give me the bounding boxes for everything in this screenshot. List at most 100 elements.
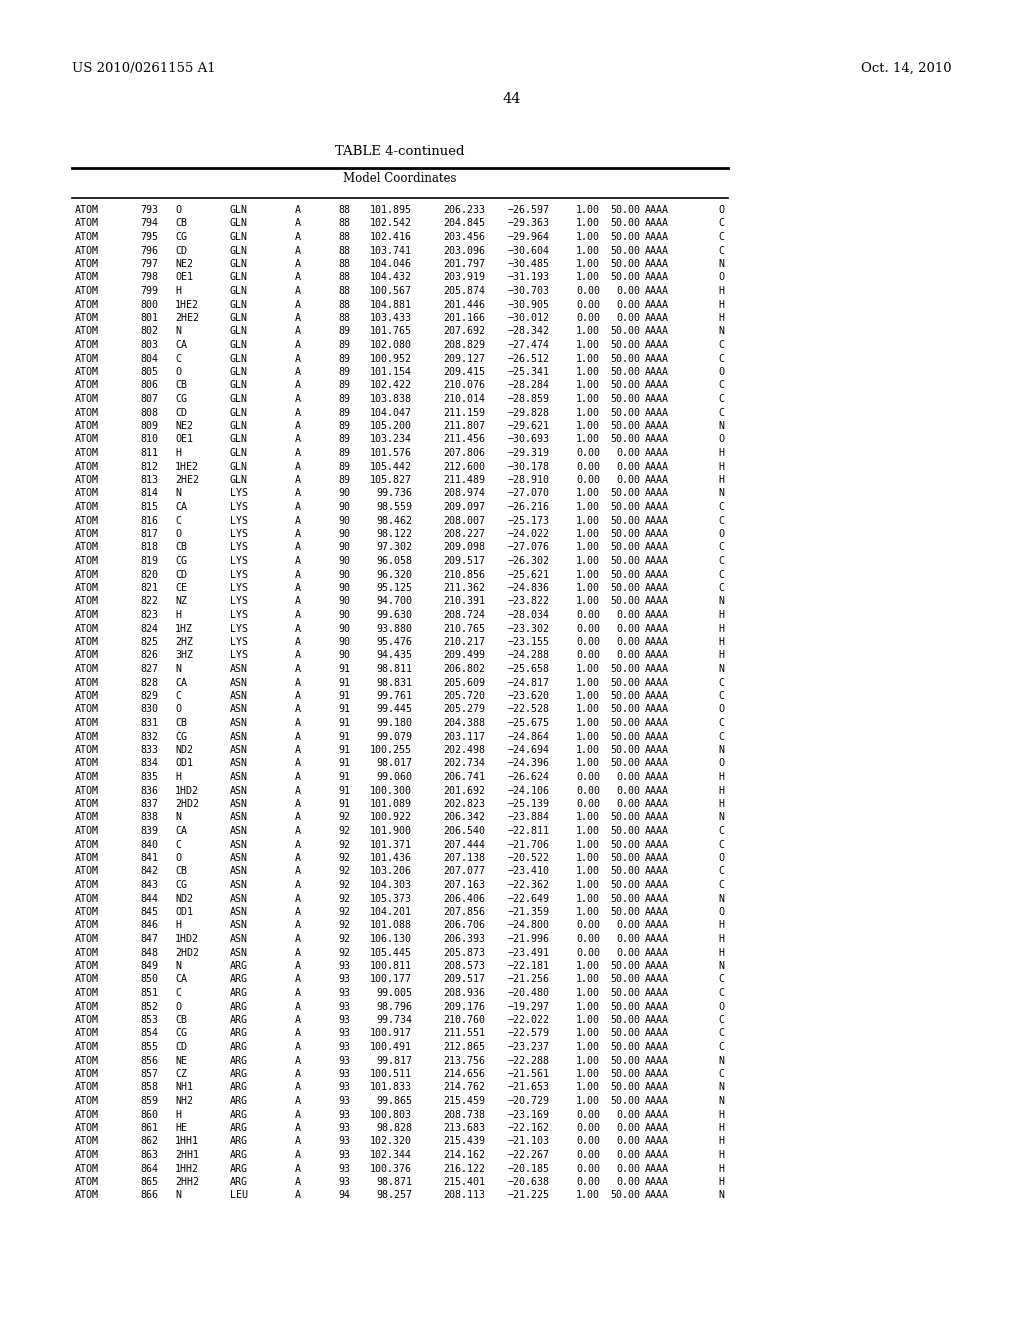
Text: −29.828: −29.828: [508, 408, 550, 417]
Text: 98.257: 98.257: [376, 1191, 412, 1200]
Text: ATOM: ATOM: [75, 1150, 99, 1160]
Text: −24.800: −24.800: [508, 920, 550, 931]
Text: 1.00: 1.00: [575, 1082, 600, 1093]
Text: 50.00: 50.00: [610, 1191, 640, 1200]
Text: −26.624: −26.624: [508, 772, 550, 781]
Text: A: A: [295, 246, 301, 256]
Text: AAAA: AAAA: [645, 272, 669, 282]
Text: AAAA: AAAA: [645, 677, 669, 688]
Text: 822: 822: [140, 597, 158, 606]
Text: 102.080: 102.080: [370, 341, 412, 350]
Text: 205.873: 205.873: [443, 948, 485, 957]
Text: 1.00: 1.00: [575, 259, 600, 269]
Text: 844: 844: [140, 894, 158, 903]
Text: A: A: [295, 1123, 301, 1133]
Text: ASN: ASN: [230, 785, 248, 796]
Text: 0.00: 0.00: [616, 610, 640, 620]
Text: ARG: ARG: [230, 987, 248, 998]
Text: 809: 809: [140, 421, 158, 432]
Text: 206.802: 206.802: [443, 664, 485, 675]
Text: −31.193: −31.193: [508, 272, 550, 282]
Text: 849: 849: [140, 961, 158, 972]
Text: 1.00: 1.00: [575, 569, 600, 579]
Text: 99.817: 99.817: [376, 1056, 412, 1065]
Text: ATOM: ATOM: [75, 1096, 99, 1106]
Text: 205.720: 205.720: [443, 690, 485, 701]
Text: N: N: [718, 961, 724, 972]
Text: ATOM: ATOM: [75, 1028, 99, 1039]
Text: 98.811: 98.811: [376, 664, 412, 675]
Text: 827: 827: [140, 664, 158, 675]
Text: AAAA: AAAA: [645, 974, 669, 985]
Text: 853: 853: [140, 1015, 158, 1026]
Text: ARG: ARG: [230, 1041, 248, 1052]
Text: 99.736: 99.736: [376, 488, 412, 499]
Text: 1.00: 1.00: [575, 502, 600, 512]
Text: GLN: GLN: [230, 341, 248, 350]
Text: A: A: [295, 1028, 301, 1039]
Text: 0.00: 0.00: [616, 1123, 640, 1133]
Text: N: N: [175, 326, 181, 337]
Text: A: A: [295, 569, 301, 579]
Text: 90: 90: [338, 569, 350, 579]
Text: 209.499: 209.499: [443, 651, 485, 660]
Text: A: A: [295, 300, 301, 309]
Text: 829: 829: [140, 690, 158, 701]
Text: −26.302: −26.302: [508, 556, 550, 566]
Text: 817: 817: [140, 529, 158, 539]
Text: C: C: [175, 690, 181, 701]
Text: ND2: ND2: [175, 744, 193, 755]
Text: AAAA: AAAA: [645, 300, 669, 309]
Text: A: A: [295, 205, 301, 215]
Text: 0.00: 0.00: [575, 1150, 600, 1160]
Text: −25.675: −25.675: [508, 718, 550, 729]
Text: 208.227: 208.227: [443, 529, 485, 539]
Text: 101.900: 101.900: [370, 826, 412, 836]
Text: 0.00: 0.00: [616, 300, 640, 309]
Text: N: N: [718, 664, 724, 675]
Text: H: H: [718, 1123, 724, 1133]
Text: 2HH2: 2HH2: [175, 1177, 199, 1187]
Text: 89: 89: [338, 354, 350, 363]
Text: AAAA: AAAA: [645, 907, 669, 917]
Text: 0.00: 0.00: [616, 651, 640, 660]
Text: 828: 828: [140, 677, 158, 688]
Text: A: A: [295, 516, 301, 525]
Text: C: C: [175, 354, 181, 363]
Text: 858: 858: [140, 1082, 158, 1093]
Text: AAAA: AAAA: [645, 718, 669, 729]
Text: Model Coordinates: Model Coordinates: [343, 172, 457, 185]
Text: 811: 811: [140, 447, 158, 458]
Text: AAAA: AAAA: [645, 1110, 669, 1119]
Text: 100.255: 100.255: [370, 744, 412, 755]
Text: −25.658: −25.658: [508, 664, 550, 675]
Text: ARG: ARG: [230, 1015, 248, 1026]
Text: AAAA: AAAA: [645, 664, 669, 675]
Text: O: O: [175, 1002, 181, 1011]
Text: 44: 44: [503, 92, 521, 106]
Text: 0.00: 0.00: [575, 799, 600, 809]
Text: 203.919: 203.919: [443, 272, 485, 282]
Text: 91: 91: [338, 718, 350, 729]
Text: −21.996: −21.996: [508, 935, 550, 944]
Text: 0.00: 0.00: [575, 920, 600, 931]
Text: O: O: [718, 705, 724, 714]
Text: 863: 863: [140, 1150, 158, 1160]
Text: 90: 90: [338, 556, 350, 566]
Text: 212.600: 212.600: [443, 462, 485, 471]
Text: ASN: ASN: [230, 907, 248, 917]
Text: 0.00: 0.00: [616, 447, 640, 458]
Text: 208.974: 208.974: [443, 488, 485, 499]
Text: A: A: [295, 664, 301, 675]
Text: 102.344: 102.344: [370, 1150, 412, 1160]
Text: −23.410: −23.410: [508, 866, 550, 876]
Text: 804: 804: [140, 354, 158, 363]
Text: 209.098: 209.098: [443, 543, 485, 553]
Text: −22.362: −22.362: [508, 880, 550, 890]
Text: −22.528: −22.528: [508, 705, 550, 714]
Text: A: A: [295, 677, 301, 688]
Text: ARG: ARG: [230, 1069, 248, 1078]
Text: O: O: [175, 529, 181, 539]
Text: 50.00: 50.00: [610, 408, 640, 417]
Text: ARG: ARG: [230, 1082, 248, 1093]
